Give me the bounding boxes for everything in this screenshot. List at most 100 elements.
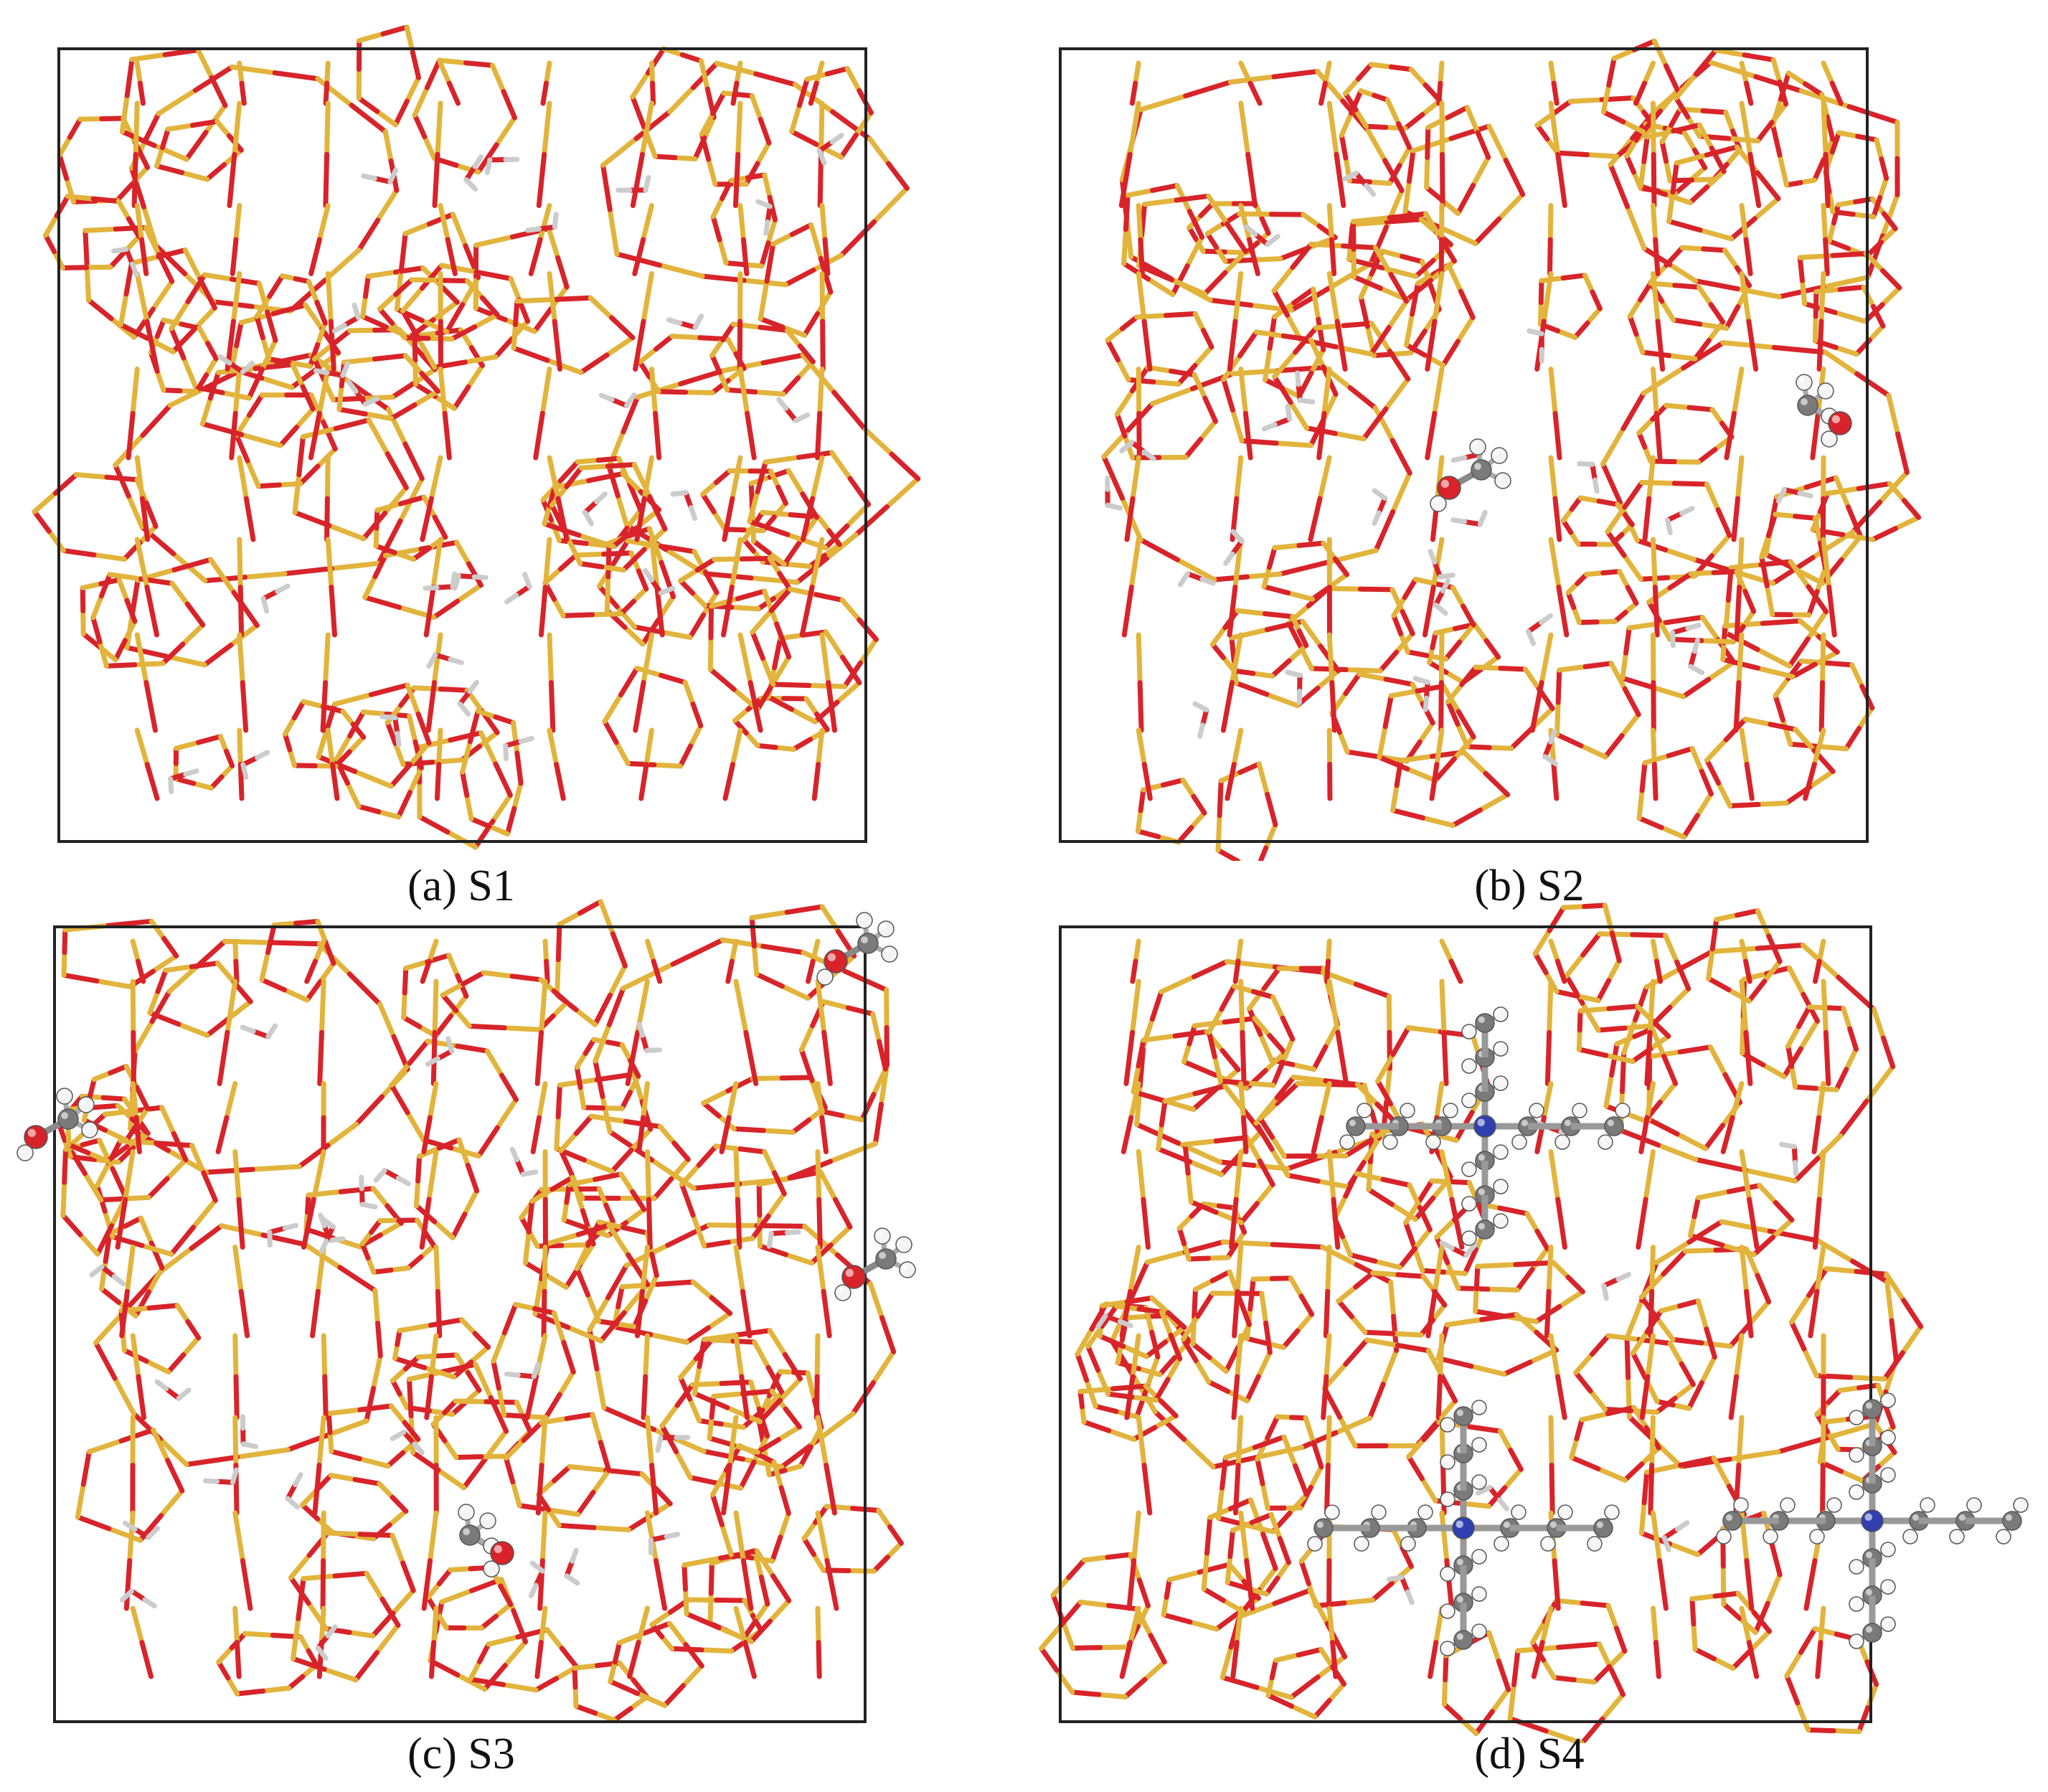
oxygen-atom [490, 1541, 514, 1565]
hydrogen-atom [1880, 1467, 1896, 1483]
hydrogen-atom [1371, 1504, 1387, 1520]
hydrogen-atom [458, 1504, 475, 1521]
hydrogen-atom [895, 1236, 912, 1253]
hydrogen-atom [1880, 1392, 1896, 1408]
hydrogen-atom [1440, 1603, 1455, 1619]
nitrogen-atom [1473, 1115, 1496, 1138]
hydrogen-atom [1809, 1529, 1825, 1545]
carbon-atom [1471, 459, 1492, 481]
caption-b-letter: (b) [1474, 862, 1526, 910]
hydrogen-atom [1902, 1529, 1918, 1545]
unit-cell-box [1059, 47, 1869, 843]
tpa-molecule [1716, 1392, 2029, 1649]
oxygen-atom [841, 1265, 866, 1289]
carbon-atom [857, 933, 879, 954]
water-molecule [1776, 486, 1813, 504]
water-molecule [423, 571, 458, 591]
caption-d-name: S4 [1537, 1730, 1585, 1778]
water-molecule [1178, 571, 1216, 588]
hydrogen-atom [1494, 472, 1511, 489]
water-molecule [1295, 370, 1316, 405]
water-molecule [390, 1430, 425, 1456]
carbon-atom [1604, 1116, 1624, 1136]
methanol-molecule [1430, 438, 1511, 512]
water-molecule [361, 167, 399, 184]
hydrogen-atom [1880, 1616, 1896, 1632]
water-molecule [1661, 1520, 1690, 1553]
water-molecule [1428, 549, 1455, 580]
water-molecule [1261, 403, 1293, 432]
caption-c-letter: (c) [407, 1730, 457, 1778]
hydrogen-atom [1461, 1161, 1477, 1177]
hydrogen-atom [1557, 1504, 1573, 1520]
hydrogen-atom [1461, 1093, 1477, 1108]
hydrogen-atom [1400, 1103, 1415, 1118]
hydrogen-atom [881, 945, 898, 963]
hydrogen-atom [1461, 1024, 1477, 1039]
caption-a: (a) S1 [246, 861, 676, 912]
water-molecule [1670, 623, 1702, 649]
hydrogen-atom [1307, 1536, 1323, 1552]
water-molecule [89, 1264, 126, 1287]
hydrogen-atom [1493, 1075, 1509, 1091]
water-molecule [122, 1520, 160, 1540]
water-molecule [373, 1168, 411, 1187]
water-molecule [528, 1560, 545, 1599]
water-molecule [1095, 1313, 1133, 1329]
structure-image-a [32, 24, 921, 850]
hydrogen-atom [874, 1227, 891, 1245]
hydrogen-atom [1587, 1536, 1603, 1552]
carbon-atom [459, 1524, 481, 1546]
caption-c: (c) S3 [246, 1729, 676, 1780]
hydrogen-atom [1529, 1103, 1544, 1118]
water-molecule [504, 1362, 541, 1380]
structure-image-b [1059, 38, 1922, 861]
water-molecule [425, 1036, 455, 1067]
water-molecule [1601, 1272, 1632, 1301]
water-molecule [285, 1471, 303, 1510]
water-molecule [240, 1023, 278, 1039]
carbon-atom [2002, 1511, 2022, 1531]
hydrogen-atom [856, 912, 873, 929]
zeolite-framework [1101, 38, 1922, 861]
water-molecule [452, 573, 489, 591]
water-molecule [1475, 1485, 1509, 1512]
water-molecule [331, 302, 361, 334]
water-molecule [1688, 637, 1705, 676]
hydrogen-atom [1354, 1536, 1369, 1552]
carbon-atom [1862, 1399, 1882, 1419]
hydrogen-atom [1880, 1579, 1896, 1595]
hydrogen-atom [77, 1096, 95, 1113]
hydrogen-atom [1493, 1041, 1509, 1057]
hydrogen-atom [1440, 1641, 1455, 1656]
unit-cell-box [57, 47, 867, 843]
hydrogen-atom [1493, 1536, 1509, 1552]
water-molecule [346, 379, 380, 407]
hydrogen-atom [1598, 1134, 1613, 1150]
water-molecule [776, 397, 811, 423]
hydrogen-atom [1733, 1497, 1749, 1513]
hydrogen-atom [1471, 1474, 1487, 1490]
zeolite-framework [56, 899, 904, 1723]
water-molecule [315, 1624, 338, 1661]
carbon-atom [1453, 1406, 1473, 1426]
water-molecule [1526, 328, 1544, 364]
nitrogen-atom [1861, 1509, 1884, 1532]
water-molecule [1244, 224, 1280, 247]
water-molecule [426, 652, 464, 669]
hydrogen-atom [1716, 1529, 1732, 1545]
caption-c-name: S3 [468, 1730, 515, 1778]
unit-cell-box [53, 925, 867, 1723]
hydrogen-atom [877, 920, 895, 938]
water-molecule [484, 156, 520, 176]
hydrogen-atom [1762, 1529, 1778, 1545]
water-molecule [1386, 1575, 1415, 1605]
water-molecule [503, 735, 534, 761]
hydrogen-atom [2013, 1497, 2029, 1513]
water-molecule [1105, 475, 1123, 511]
hydrogen-atom [1511, 1134, 1527, 1150]
hydrogen-atom [1461, 1230, 1477, 1246]
hydrogen-atom [81, 1121, 98, 1138]
hydrogen-atom [1339, 1134, 1355, 1150]
water-molecule [120, 1588, 157, 1609]
